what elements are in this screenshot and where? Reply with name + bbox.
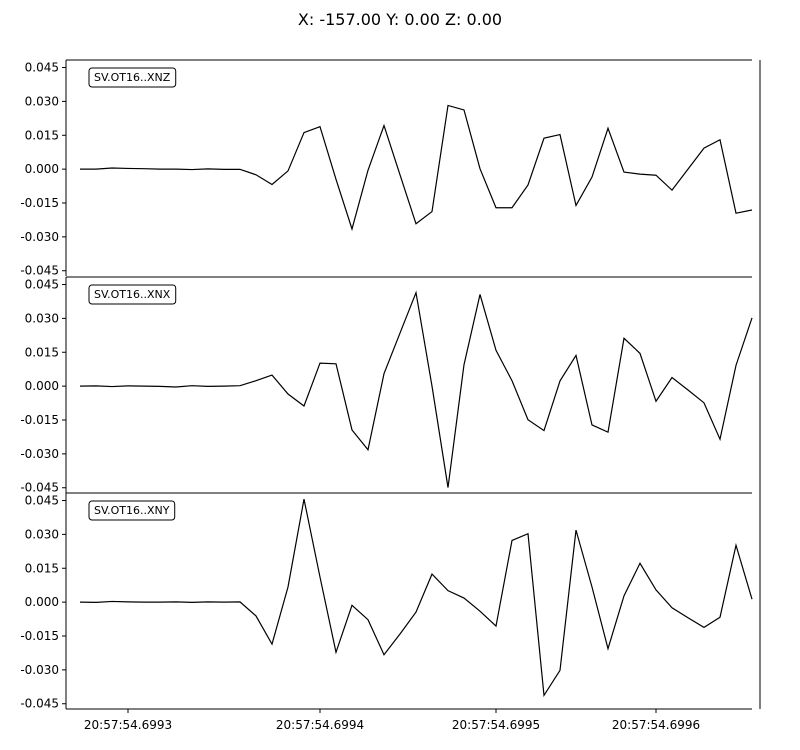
y-tick-label: -0.030 — [20, 447, 59, 461]
channel-label: SV.OT16..XNY — [94, 504, 170, 517]
channel-label-box — [88, 500, 176, 521]
panel-2: 0.045 0.030 0.015 0.000 -0.015 -0.030 -0.045 SV… — [20, 276, 753, 495]
chart-title: X: -157.00 Y: 0.00 Z: 0.00 — [297, 10, 503, 29]
x-tick-label: 20:57:54.6993 — [84, 718, 172, 732]
y-tick-label: -0.045 — [20, 264, 59, 278]
y-tick-label: 0.015 — [25, 128, 59, 142]
y-tick-label: 0.030 — [25, 94, 59, 108]
trace-line — [79, 499, 753, 698]
y-tick-label: -0.015 — [20, 413, 59, 427]
x-tick-label: 20:57:54.6994 — [276, 718, 364, 732]
y-tick-label: 0.030 — [25, 527, 59, 541]
panel-3: 0.045 0.030 0.015 0.000 -0.015 -0.030 -0.045 SV… — [20, 492, 753, 711]
y-tick-label: 0.000 — [25, 595, 59, 609]
y-tick-label: 0.015 — [25, 561, 59, 575]
channel-label-box — [88, 284, 177, 305]
y-tick-label: 0.045 — [25, 61, 59, 75]
y-tick-label: -0.045 — [20, 697, 59, 711]
y-tick-label: 0.015 — [25, 345, 59, 359]
x-tick-label: 20:57:54.6996 — [612, 718, 700, 732]
channel-label: SV.OT16..XNZ — [94, 71, 171, 84]
y-tick-label: -0.045 — [20, 481, 59, 495]
y-tick-label: 0.045 — [25, 278, 59, 292]
y-tick-label: 0.030 — [25, 311, 59, 325]
x-tick-label: 20:57:54.6995 — [452, 718, 540, 732]
y-tick-label: -0.015 — [20, 196, 59, 210]
y-tick-label: -0.030 — [20, 663, 59, 677]
y-tick-label: 0.045 — [25, 494, 59, 508]
channel-label: SV.OT16..XNX — [94, 288, 171, 301]
y-tick-label: -0.030 — [20, 230, 59, 244]
y-tick-label: -0.015 — [20, 629, 59, 643]
trace-line — [80, 104, 753, 232]
panel-1: 0.045 0.030 0.015 0.000 -0.015 -0.030 -0.045 SV… — [20, 59, 753, 278]
channel-label-box — [88, 67, 177, 88]
y-tick-label: 0.000 — [25, 162, 59, 176]
trace-line — [79, 290, 753, 488]
y-tick-label: 0.000 — [25, 379, 59, 393]
